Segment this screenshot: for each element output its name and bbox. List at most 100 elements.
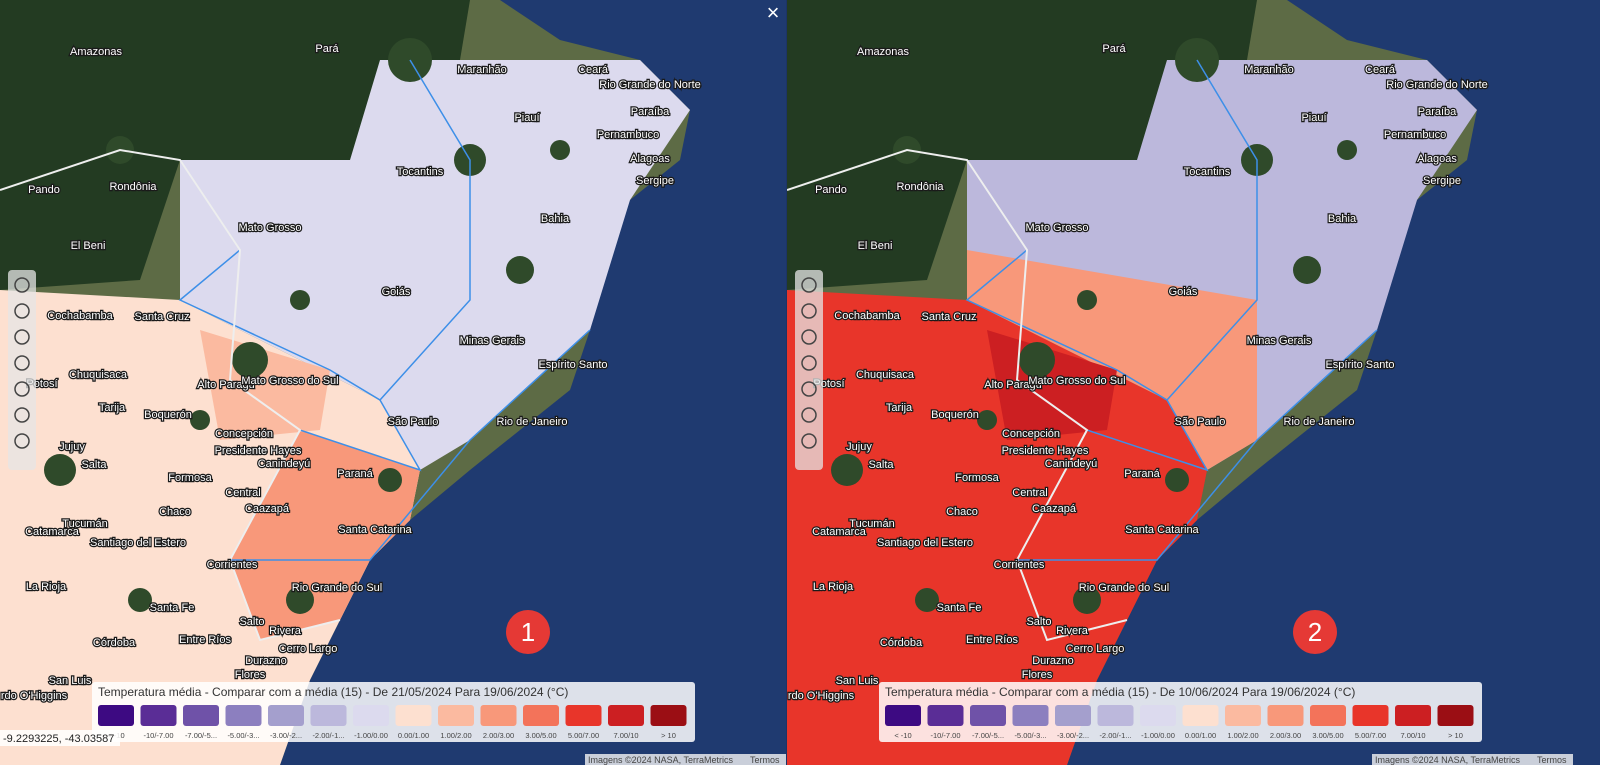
forest-patch [128,588,152,612]
attribution-bg [585,754,786,765]
region-label: Alagoas [630,153,670,165]
region-label: Rio de Janeiro [1284,416,1355,428]
legend-swatch [98,705,134,726]
toolbar-button[interactable] [801,381,817,397]
legend-swatch [1437,705,1474,726]
region-label: Paraná [337,468,373,480]
region-label: Chaco [159,506,191,518]
region-label: Paraíba [1418,106,1457,118]
region-label: Espírito Santo [538,359,607,371]
forest-patch [550,140,570,160]
region-label: Ceará [578,64,609,76]
legend-swatch [565,705,602,726]
region-label: rdo O'Higgins [1,690,68,702]
legend-swatch [608,705,644,726]
region-label: Cochabamba [47,310,113,322]
legend-swatch [353,705,389,726]
region-label: Alagoas [1417,153,1457,165]
toolbar-button[interactable] [14,433,30,449]
forest-patch [378,468,402,492]
legend-swatch [927,705,964,726]
region-label: Cerro Largo [279,643,338,655]
country-border [0,148,341,642]
badge-number: 1 [521,617,535,647]
region-label: Mato Grosso do Sul [1028,375,1125,387]
toolbar-button[interactable] [14,303,30,319]
toolbar-button[interactable] [801,355,817,371]
region-label: Tarija [99,402,126,414]
region-label: Santa Fe [150,602,195,614]
region-label: Canindeyú [1045,458,1098,470]
region-label: Chaco [946,506,978,518]
region-label: Minas Gerais [460,335,525,347]
toolbar-button[interactable] [801,407,817,423]
terms-link[interactable]: Termos [750,755,780,765]
toolbar-button[interactable] [14,407,30,423]
region-label: Formosa [168,472,212,484]
terms-link[interactable]: Termos [1537,755,1567,765]
region-label: Salta [868,459,894,471]
forest [787,0,1257,290]
region-label: Flores [1022,669,1053,681]
region-label: Corrientes [207,559,258,571]
region-label: Central [1012,487,1047,499]
region-label: Catamarca [812,526,867,538]
legend-swatch [310,705,347,726]
close-button[interactable]: × [767,0,780,25]
region-label: Entre Ríos [966,634,1018,646]
legend-swatch [1310,705,1346,726]
toolbar-button[interactable] [801,329,817,345]
legend-swatch [480,705,517,726]
legend-label: 0.00/1.00 [398,731,429,740]
legend-label: -5.00/-3... [1014,731,1046,740]
region-label: Maranhão [457,64,507,76]
region-label: Santa Fe [937,602,982,614]
region-label: Durazno [1032,655,1074,667]
legend [92,682,695,742]
region-label: São Paulo [388,416,439,428]
region-label: El Beni [858,240,893,252]
legend-swatch [1267,705,1304,726]
region-label: Bahia [1328,213,1357,225]
legend-label: 5.00/7.00 [1355,731,1386,740]
state-border [965,59,1258,401]
legend-swatch [1395,705,1431,726]
region-label: Minas Gerais [1247,335,1312,347]
region-label: Entre Ríos [179,634,231,646]
region-label: Concepción [215,428,273,440]
legend-label: 3.00/5.00 [525,731,556,740]
region-label: Piauí [1301,112,1326,124]
region-label: Mato Grosso [1026,222,1089,234]
region-label: Cochabamba [834,310,900,322]
legend-title: Temperatura média - Comparar com a média… [885,685,1355,699]
forest-patch [1337,140,1357,160]
region-label: Caazapá [245,503,290,515]
toolbar-button[interactable] [14,381,30,397]
toolbar-button[interactable] [801,277,817,293]
legend-label: -2.00/-1... [1099,731,1131,740]
region-label: Chuquisaca [69,369,128,381]
legend-swatch [225,705,262,726]
region-label: Santa Catarina [338,524,412,536]
toolbar-button[interactable] [14,329,30,345]
toolbar-button[interactable] [801,433,817,449]
region-label: Amazonas [857,46,909,58]
region-label: Rio de Janeiro [497,416,568,428]
region-label: Pando [28,184,60,196]
toolbar-button[interactable] [14,355,30,371]
toolbar-button[interactable] [14,277,30,293]
legend-swatch [523,705,559,726]
region-label: Pará [1102,43,1126,55]
forest-patch [232,342,268,378]
toolbar-button[interactable] [801,303,817,319]
region-label: Amazonas [70,46,122,58]
legend-label: < -10 [894,731,911,740]
region-label: Boquerón [931,409,979,421]
region-label: Santa Cruz [134,311,189,323]
region-label: Córdoba [880,637,923,649]
country-border [787,148,1128,642]
region-label: Pando [815,184,847,196]
region-label: Flores [235,669,266,681]
region-label: Paraíba [631,106,670,118]
forest-patch [1077,290,1097,310]
